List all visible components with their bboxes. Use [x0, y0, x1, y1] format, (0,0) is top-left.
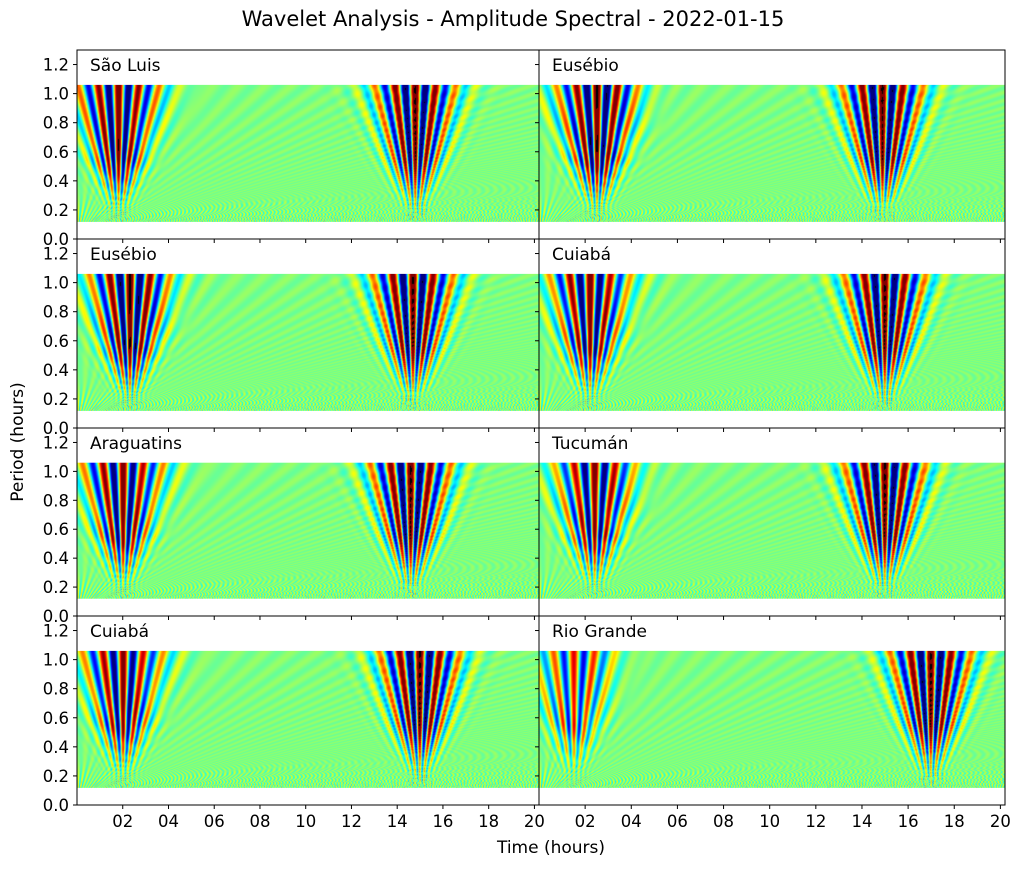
y-tick-label: 1.0 [43, 651, 69, 670]
heatmap-image [539, 650, 1005, 788]
y-tick-label: 0.8 [43, 491, 69, 510]
panel: Araguatins 0.0 0.2 0.4 0.6 0.8 1.0 1.2 [43, 427, 540, 626]
figure-title: Wavelet Analysis - Amplitude Spectral - … [241, 7, 785, 31]
x-tick-label: 02 [112, 812, 133, 831]
heatmap-image [77, 84, 539, 222]
x-tick-label: 18 [478, 812, 499, 831]
y-tick-label: 0.8 [43, 680, 69, 699]
heatmap-image [539, 273, 1005, 411]
y-tick-label: 0.4 [43, 361, 69, 380]
y-tick-label: 1.0 [43, 274, 69, 293]
y-tick-label: 0.6 [43, 332, 69, 351]
station-label: Cuiabá [90, 622, 149, 642]
y-tick-label: 0.6 [43, 520, 69, 539]
x-tick-label: 08 [713, 812, 734, 831]
panel: Eusébio 0.0 0.2 0.4 0.6 0.8 1.0 1.2 [43, 238, 540, 438]
x-tick-label: 04 [158, 812, 179, 831]
x-tick-label: 16 [898, 812, 919, 831]
station-label: São Luis [90, 56, 161, 76]
x-axis-label: Time (hours) [496, 838, 606, 858]
panel: Rio Grande 02 04 06 08 10 12 14 16 18 20 [535, 615, 1011, 831]
x-tick-label: 06 [667, 812, 688, 831]
station-label: Eusébio [552, 56, 619, 76]
panel-frame [538, 615, 1006, 806]
x-tick-label: 02 [575, 812, 596, 831]
x-tick-label: 18 [944, 812, 965, 831]
station-label: Cuiabá [552, 245, 611, 265]
heatmap-image [539, 84, 1005, 222]
station-label: Tucumán [551, 434, 628, 454]
y-tick-label: 1.2 [43, 433, 69, 452]
heatmap-image [77, 650, 539, 788]
x-tick-label: 12 [341, 812, 362, 831]
y-tick-label: 0.2 [43, 201, 69, 220]
y-tick-label: 1.0 [43, 85, 69, 104]
x-tick-label: 08 [249, 812, 270, 831]
x-tick-label: 20 [524, 812, 545, 831]
y-tick-label: 0.2 [43, 767, 69, 786]
y-tick-label: 0.0 [43, 230, 69, 249]
x-tick-label: 10 [295, 812, 316, 831]
panel: Tucumán [535, 427, 1006, 620]
station-label: Eusébio [90, 245, 157, 265]
station-label: Rio Grande [552, 622, 647, 642]
x-tick-label: 10 [759, 812, 780, 831]
y-tick-label: 0.4 [43, 172, 69, 191]
panel: Cuiabá [535, 238, 1006, 432]
station-label: Araguatins [90, 434, 182, 454]
y-tick-label: 0.2 [43, 390, 69, 409]
x-tick-label: 14 [851, 812, 872, 831]
x-tick-label: 12 [805, 812, 826, 831]
heatmap-image [77, 273, 539, 411]
y-tick-label: 0.6 [43, 709, 69, 728]
y-tick-label: 0.8 [43, 114, 69, 133]
y-tick-label: 0.4 [43, 549, 69, 568]
panel: São Luis 0.0 0.2 0.4 0.6 0.8 1.0 1.2 [43, 49, 540, 249]
y-tick-label: 0.8 [43, 303, 69, 322]
x-tick-label: 16 [432, 812, 453, 831]
y-tick-label: 0.0 [43, 796, 69, 815]
y-tick-label: 0.0 [43, 419, 69, 438]
y-tick-label: 1.0 [43, 462, 69, 481]
x-tick-label: 14 [387, 812, 408, 831]
y-tick-label: 1.2 [43, 56, 69, 75]
y-tick-label: 1.2 [43, 622, 69, 641]
heatmap-image [539, 462, 1005, 599]
y-tick-label: 0.2 [43, 578, 69, 597]
y-tick-label: 0.0 [43, 607, 69, 626]
panel: Cuiabá 0.0 0.2 0.4 0.6 0.8 1.0 1.2 02 04 06 08 10 12 1… [43, 615, 545, 831]
panel: Eusébio [535, 49, 1006, 243]
x-tick-label: 04 [621, 812, 642, 831]
x-tick-label: 20 [990, 812, 1011, 831]
y-tick-label: 0.6 [43, 143, 69, 162]
heatmap-image [77, 462, 539, 599]
y-tick-label: 0.4 [43, 738, 69, 757]
x-tick-label: 06 [204, 812, 225, 831]
y-tick-label: 1.2 [43, 245, 69, 264]
